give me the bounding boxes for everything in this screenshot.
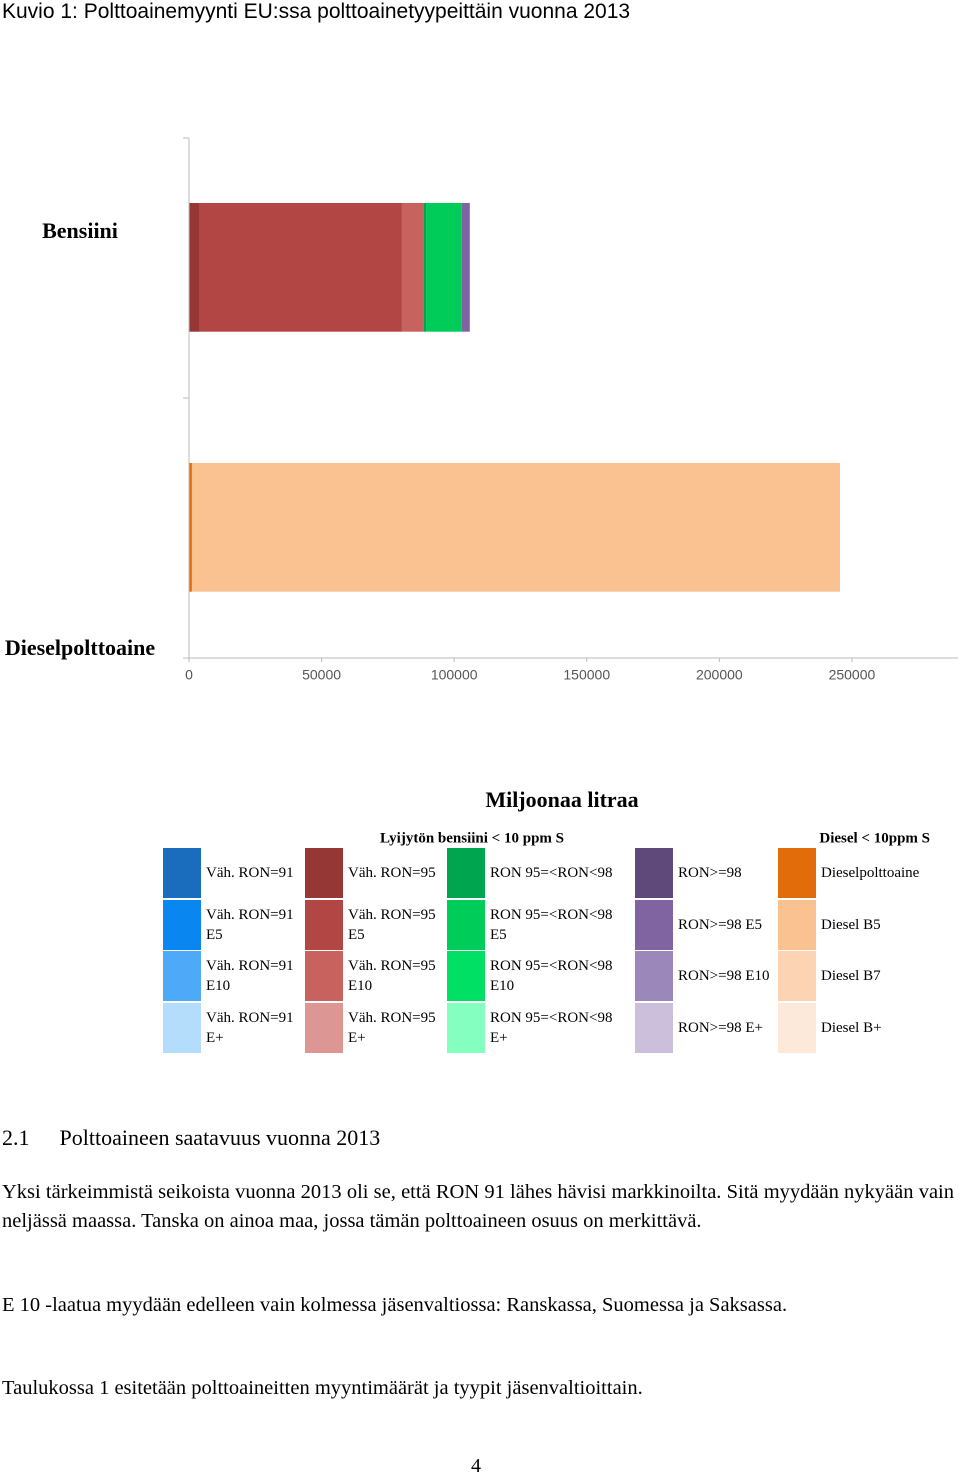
legend-swatch bbox=[447, 1002, 485, 1053]
paragraph: Taulukossa 1 esitetään polttoaineitten m… bbox=[2, 1377, 643, 1399]
legend-swatch bbox=[163, 899, 201, 950]
legend-label: RON>=98 bbox=[678, 865, 742, 881]
legend-swatch bbox=[778, 848, 816, 898]
legend-group-title: Diesel < 10ppm S bbox=[819, 830, 930, 846]
figure-title: Kuvio 1: Polttoainemyynti EU:ssa polttoa… bbox=[2, 0, 631, 23]
legend-label: Väh. RON=95 bbox=[348, 865, 436, 881]
legend-swatch bbox=[778, 899, 816, 950]
legend-label: RON 95=<RON<98 E10 bbox=[490, 958, 613, 994]
bar-segment bbox=[199, 203, 402, 332]
legend-label: Väh. RON=95 E5 bbox=[348, 906, 436, 943]
legend-label: Väh. RON=91 bbox=[206, 865, 294, 881]
legend-label: Diesel B5 bbox=[821, 916, 881, 933]
legend-swatch bbox=[163, 848, 201, 898]
legend-label: Diesel B7 bbox=[821, 968, 881, 984]
bar-segment bbox=[426, 203, 462, 332]
legend-label: Väh. RON=91 E10 bbox=[206, 958, 294, 994]
legend-label: Väh. RON=91 E+ bbox=[206, 1009, 294, 1046]
section-number: 2.1 bbox=[2, 1125, 30, 1150]
legend-swatch bbox=[635, 899, 673, 950]
legend-label: RON 95=<RON<98 bbox=[490, 865, 613, 881]
page-number: 4 bbox=[471, 1455, 481, 1477]
x-tick-label: 250000 bbox=[829, 667, 876, 683]
x-tick-label: 50000 bbox=[302, 667, 341, 683]
legend-swatch bbox=[305, 899, 343, 950]
bar-segment bbox=[191, 463, 840, 592]
legend-swatch bbox=[305, 848, 343, 898]
legend-label: Diesel B+ bbox=[821, 1019, 882, 1036]
bar-segment bbox=[461, 203, 470, 332]
legend-swatch bbox=[447, 848, 485, 898]
legend-swatch bbox=[305, 1002, 343, 1053]
legend-label: RON 95=<RON<98 E5 bbox=[490, 906, 613, 943]
legend-label: RON 95=<RON<98 E+ bbox=[490, 1009, 613, 1046]
legend-label: RON>=98 E5 bbox=[678, 916, 763, 933]
legend-group-title: Lyijytön bensiini < 10 ppm S bbox=[380, 830, 564, 846]
chart: Miljoonaa litraa Lyijytön bensiini < 10 … bbox=[183, 137, 958, 846]
legend-swatch bbox=[447, 951, 485, 1001]
legend-label: Dieselpolttoaine bbox=[821, 865, 920, 881]
legend-label: RON>=98 E10 bbox=[678, 968, 770, 984]
paragraph: Yksi tärkeimmistä seikoista vuonna 2013 … bbox=[2, 1181, 954, 1232]
legend-swatch bbox=[635, 1002, 673, 1053]
legend-label: Väh. RON=95 E10 bbox=[348, 958, 436, 994]
x-tick-label: 0 bbox=[185, 667, 193, 683]
category-label: Bensiini bbox=[42, 218, 118, 243]
bar-segment bbox=[401, 203, 424, 332]
legend-swatch bbox=[447, 899, 485, 950]
paragraph: E 10 -laatua myydään edelleen vain kolme… bbox=[2, 1294, 788, 1316]
legend-swatch bbox=[305, 951, 343, 1001]
x-tick-label: 200000 bbox=[696, 667, 743, 683]
x-tick-label: 100000 bbox=[431, 667, 478, 683]
legend-swatch bbox=[635, 951, 673, 1001]
bar-segment bbox=[189, 203, 200, 332]
legend-swatch bbox=[163, 1002, 201, 1053]
legend-label: Väh. RON=95 E+ bbox=[348, 1009, 436, 1046]
legend-swatch bbox=[163, 951, 201, 1001]
legend-swatch bbox=[635, 848, 673, 898]
legend-swatch bbox=[778, 951, 816, 1001]
bar-segment bbox=[189, 463, 192, 592]
x-axis-label: Miljoonaa litraa bbox=[485, 787, 638, 812]
section-heading: 2.1 Polttoaineen saatavuus vuonna 2013 bbox=[2, 1125, 380, 1151]
legend-label: RON>=98 E+ bbox=[678, 1019, 763, 1036]
legend-label: Väh. RON=91 E5 bbox=[206, 906, 294, 943]
category-label: Dieselpolttoaine bbox=[4, 635, 156, 660]
x-tick-label: 150000 bbox=[563, 667, 610, 683]
section-title: Polttoaineen saatavuus vuonna 2013 bbox=[59, 1125, 381, 1150]
bar-segment bbox=[423, 203, 427, 332]
legend-swatch bbox=[778, 1002, 816, 1053]
